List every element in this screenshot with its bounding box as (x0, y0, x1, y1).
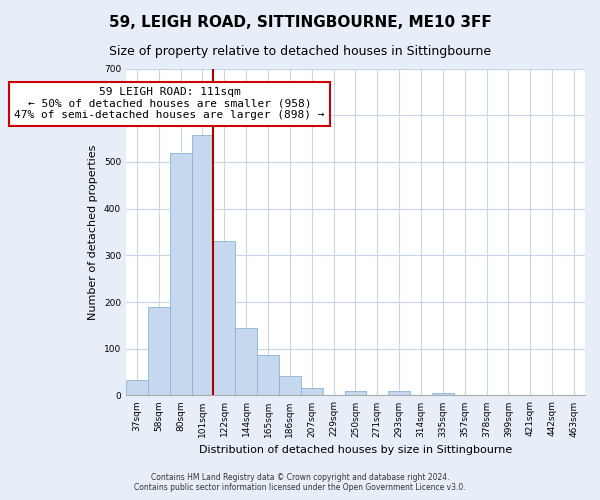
Bar (191, 135, 214, 396)
Bar (301, 388, 323, 396)
Bar (148, 306, 170, 396)
Bar (235, 328, 257, 396)
X-axis label: Distribution of detached houses by size in Sittingbourne: Distribution of detached houses by size … (199, 445, 512, 455)
Bar (170, 152, 191, 396)
Text: 59 LEIGH ROAD: 111sqm
← 50% of detached houses are smaller (958)
47% of semi-det: 59 LEIGH ROAD: 111sqm ← 50% of detached … (14, 87, 325, 120)
Text: Size of property relative to detached houses in Sittingbourne: Size of property relative to detached ho… (109, 45, 491, 58)
Text: Contains HM Land Registry data © Crown copyright and database right 2024.
Contai: Contains HM Land Registry data © Crown c… (134, 473, 466, 492)
Text: 59, LEIGH ROAD, SITTINGBOURNE, ME10 3FF: 59, LEIGH ROAD, SITTINGBOURNE, ME10 3FF (109, 15, 491, 30)
Bar (432, 393, 454, 396)
Bar (279, 376, 301, 396)
Bar (214, 242, 235, 396)
Bar (388, 391, 410, 396)
Bar (257, 355, 279, 396)
Bar (126, 380, 148, 396)
Bar (344, 391, 367, 396)
Y-axis label: Number of detached properties: Number of detached properties (88, 144, 98, 320)
